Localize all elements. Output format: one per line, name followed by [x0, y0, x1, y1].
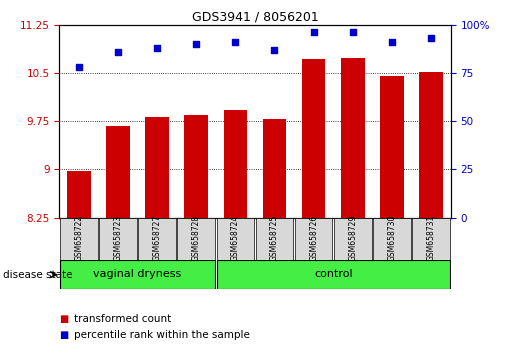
- Text: GSM658731: GSM658731: [426, 215, 436, 261]
- Bar: [380, 76, 404, 218]
- Point: [114, 49, 122, 55]
- Bar: [60, 218, 97, 260]
- Text: GSM658725: GSM658725: [270, 215, 279, 261]
- Text: vaginal dryness: vaginal dryness: [93, 269, 182, 279]
- Bar: [145, 117, 169, 218]
- Bar: [373, 218, 410, 260]
- Bar: [263, 119, 286, 218]
- Bar: [60, 260, 215, 289]
- Bar: [334, 218, 371, 260]
- Point: [75, 64, 83, 70]
- Point: [153, 45, 161, 51]
- Bar: [217, 218, 254, 260]
- Title: GDS3941 / 8056201: GDS3941 / 8056201: [192, 11, 318, 24]
- Bar: [67, 171, 91, 218]
- Bar: [413, 218, 450, 260]
- Point: [388, 39, 396, 45]
- Text: GSM658723: GSM658723: [113, 215, 123, 261]
- Text: disease state: disease state: [3, 270, 72, 280]
- Bar: [295, 218, 332, 260]
- Text: percentile rank within the sample: percentile rank within the sample: [74, 330, 250, 339]
- Text: GSM658722: GSM658722: [74, 215, 83, 261]
- Bar: [419, 72, 443, 218]
- Text: GSM658724: GSM658724: [231, 215, 240, 261]
- Text: ■: ■: [59, 314, 68, 324]
- Bar: [99, 218, 136, 260]
- Point: [231, 39, 239, 45]
- Bar: [256, 218, 293, 260]
- Bar: [106, 126, 130, 218]
- Text: transformed count: transformed count: [74, 314, 171, 324]
- Text: GSM658728: GSM658728: [192, 215, 201, 261]
- Point: [427, 35, 435, 41]
- Point: [310, 30, 318, 35]
- Bar: [224, 110, 247, 218]
- Bar: [139, 218, 176, 260]
- Text: GSM658726: GSM658726: [309, 215, 318, 261]
- Text: GSM658730: GSM658730: [387, 215, 397, 261]
- Bar: [302, 59, 325, 218]
- Point: [192, 41, 200, 47]
- Bar: [184, 115, 208, 218]
- Text: control: control: [314, 269, 352, 279]
- Point: [349, 30, 357, 35]
- Text: GSM658729: GSM658729: [348, 215, 357, 261]
- Bar: [178, 218, 215, 260]
- Bar: [341, 58, 365, 218]
- Point: [270, 47, 279, 53]
- Text: ■: ■: [59, 330, 68, 339]
- Text: GSM658727: GSM658727: [152, 215, 162, 261]
- Bar: [217, 260, 450, 289]
